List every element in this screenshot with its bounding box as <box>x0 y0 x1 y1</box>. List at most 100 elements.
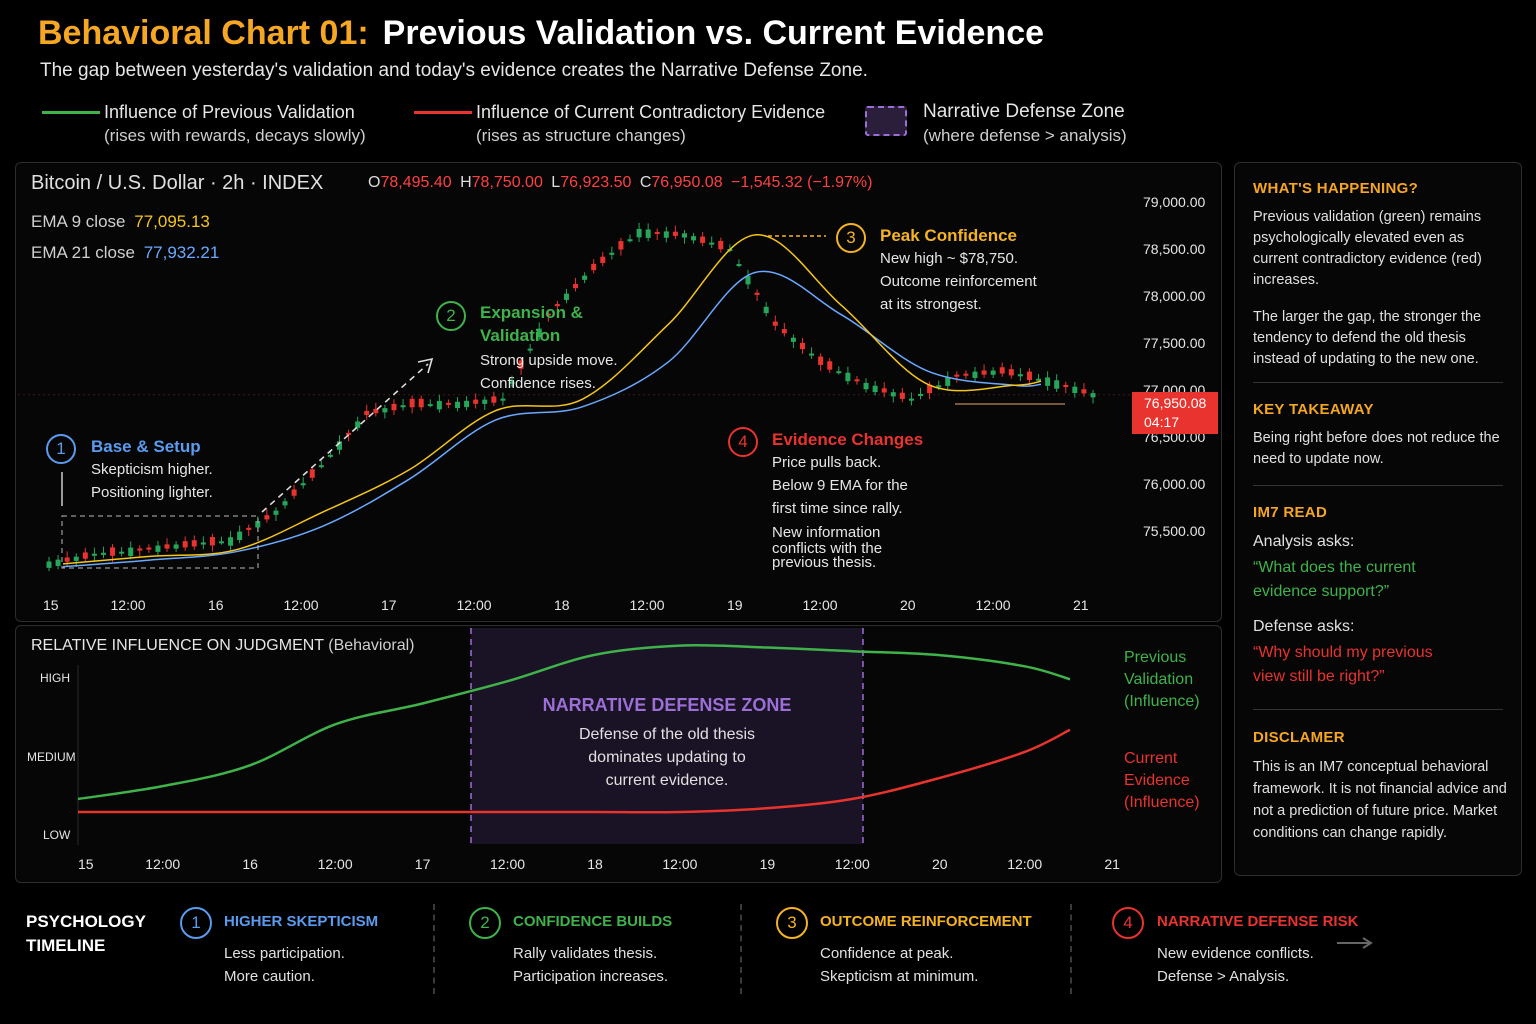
influence-x-tick: 17 <box>414 856 431 872</box>
annotation-line: Below 9 EMA for the <box>772 477 908 494</box>
influence-x-tick: 19 <box>759 856 776 872</box>
candle-body <box>128 547 134 557</box>
price-x-tick: 12:00 <box>110 597 146 613</box>
influence-x-tick: 12:00 <box>317 856 353 872</box>
timeline-step-line: Participation increases. <box>513 968 669 985</box>
ema21-readout: EMA 21 close 77,932.21 <box>31 243 219 263</box>
candle-body <box>182 541 188 548</box>
influence-x-tick: 12:00 <box>490 856 526 872</box>
annotation-line: Skepticism higher. <box>91 461 213 478</box>
timeline-step-line: Confidence at peak. <box>820 945 954 962</box>
candle-body <box>200 542 206 545</box>
title-main: Previous Validation vs. Current Evidence <box>382 14 1045 52</box>
legend-label: Influence of Current Contradictory Evide… <box>476 102 826 122</box>
legend-label: Narrative Defense Zone <box>923 101 1125 122</box>
candle-body <box>1026 371 1032 380</box>
timeline-step-4: NARRATIVE DEFENSE RISK New evidence conf… <box>1157 913 1358 988</box>
annotation-line: first time since rally. <box>772 500 903 517</box>
candle-body <box>327 454 333 457</box>
price-x-tick: 12:00 <box>283 597 319 613</box>
candle-body <box>473 399 479 404</box>
annotation-base-setup: Base & Setup Skepticism higher. Position… <box>91 435 213 504</box>
zone-line: Defense of the old thesis <box>578 726 756 743</box>
candle-body <box>391 403 397 411</box>
influence-x-tick: 21 <box>1104 856 1120 872</box>
candle-body <box>654 231 660 234</box>
sidebar-text: Defense asks: <box>1253 618 1355 635</box>
arrow-right-icon <box>1337 937 1373 949</box>
candle-body <box>799 342 805 350</box>
candle-body <box>645 229 651 238</box>
legend-item-previous: Influence of Previous Validation (rises … <box>104 100 366 148</box>
candle-body <box>137 548 143 551</box>
candle-body <box>963 373 969 376</box>
candle-body <box>754 292 760 295</box>
timeline-step-line: More caution. <box>224 968 315 985</box>
candle-body <box>518 360 524 369</box>
y-label-high: HIGH <box>40 671 70 685</box>
candle-body <box>228 537 234 546</box>
timeline-step-title: HIGHER SKEPTICISM <box>224 913 379 930</box>
candle-body <box>709 242 715 245</box>
sidebar-heading: IM7 READ <box>1253 504 1328 521</box>
last-price-value: 76,950.08 <box>1144 395 1207 411</box>
candle-body <box>700 236 706 243</box>
ema21-label: EMA 21 close <box>31 243 135 262</box>
series-label-line: Previous <box>1124 649 1187 666</box>
sidebar-im7-read: IM7 READ Analysis asks: “What does the c… <box>1253 504 1508 689</box>
candle-body <box>763 306 769 314</box>
candle-body <box>582 275 588 280</box>
trend-arrow-line <box>261 363 429 513</box>
candle-body <box>436 400 442 410</box>
candle-body <box>918 393 924 397</box>
price-x-tick: 12:00 <box>802 597 838 613</box>
candle-body <box>618 241 624 250</box>
timeline-title-line: PSYCHOLOGY <box>26 912 146 931</box>
series-label-line: Current <box>1124 750 1178 767</box>
price-x-tick: 18 <box>554 597 570 613</box>
candle-body <box>82 552 88 559</box>
candle-body <box>1036 378 1042 381</box>
defense-zone-label: NARRATIVE DEFENSE ZONE Defense of the ol… <box>471 695 863 792</box>
influence-x-tick: 12:00 <box>834 856 870 872</box>
influence-title: RELATIVE INFLUENCE ON JUDGMENT (Behavior… <box>31 637 415 655</box>
candle-body <box>1081 389 1087 394</box>
ohlc-l-label: L <box>551 174 561 191</box>
candle-body <box>64 557 70 562</box>
y-label-low: LOW <box>43 828 71 842</box>
candle-body <box>1054 380 1060 389</box>
current-evidence-line <box>78 728 1071 814</box>
price-x-tick: 19 <box>727 597 743 613</box>
candle-body <box>936 385 942 388</box>
candle-body <box>745 275 751 285</box>
last-price-countdown: 04:17 <box>1144 414 1180 430</box>
timeline-step-2: CONFIDENCE BUILDS Rally validates thesis… <box>513 913 672 988</box>
timeline-step-2-badge: 2 <box>469 907 501 939</box>
candle-body <box>155 545 161 552</box>
series-label-line: Evidence <box>1124 772 1190 789</box>
ema9-line <box>62 234 1042 565</box>
ema21-line <box>62 270 1042 568</box>
timeline-step-3: OUTCOME REINFORCEMENT Confidence at peak… <box>820 913 1032 988</box>
ohlc-readout: O78,495.40 H78,750.00 L76,923.50 C76,950… <box>368 174 872 192</box>
ohlc-open: 78,495.40 <box>380 174 452 191</box>
trend-arrow-head <box>417 357 434 374</box>
price-x-tick: 12:00 <box>456 597 492 613</box>
timeline-step-title: CONFIDENCE BUILDS <box>513 913 673 930</box>
legend-sub: (rises with rewards, decays slowly) <box>104 126 366 145</box>
candle-body <box>872 385 878 393</box>
candle-body <box>954 374 960 377</box>
price-x-tick: 20 <box>900 597 916 613</box>
candle-body <box>881 388 887 393</box>
annotation-line: at its strongest. <box>880 296 982 313</box>
timeline-step-line: Rally validates thesis. <box>513 945 658 962</box>
candle-body <box>164 544 170 549</box>
green-series-label: Previous Validation (Influence) <box>1124 647 1200 713</box>
insight-sidebar <box>1234 162 1522 876</box>
candle-body <box>854 379 860 382</box>
ema9-label: EMA 9 close <box>31 212 126 231</box>
timeline-title: PSYCHOLOGY TIMELINE <box>26 910 146 958</box>
candle-body <box>809 353 815 356</box>
sidebar-text: Previous validation (green) remains psyc… <box>1253 209 1482 288</box>
annotation-2-badge: 2 <box>436 301 466 331</box>
